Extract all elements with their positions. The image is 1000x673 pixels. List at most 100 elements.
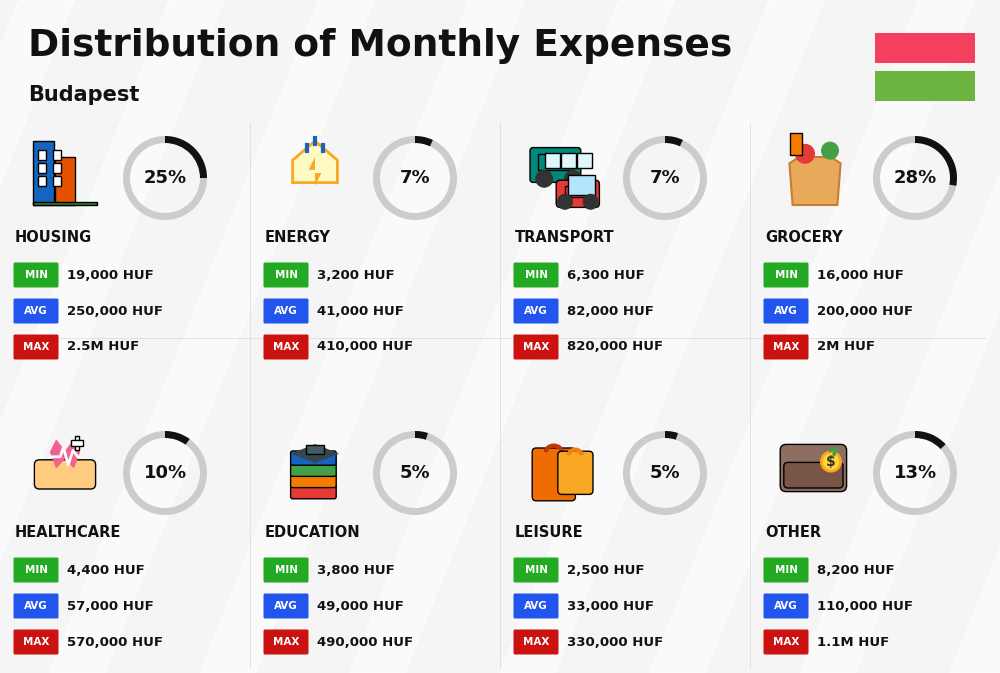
Text: 1.1M HUF: 1.1M HUF [817, 635, 889, 649]
FancyBboxPatch shape [14, 594, 58, 618]
Text: MIN: MIN [774, 565, 798, 575]
FancyBboxPatch shape [780, 444, 847, 491]
Text: 820,000 HUF: 820,000 HUF [567, 341, 663, 353]
Circle shape [821, 452, 841, 471]
Text: 4,400 HUF: 4,400 HUF [67, 563, 145, 577]
FancyBboxPatch shape [875, 71, 975, 101]
FancyBboxPatch shape [38, 150, 46, 160]
Text: AVG: AVG [524, 601, 548, 611]
FancyBboxPatch shape [38, 176, 46, 186]
FancyBboxPatch shape [264, 557, 308, 583]
Wedge shape [123, 431, 207, 515]
Text: AVG: AVG [774, 601, 798, 611]
Polygon shape [789, 157, 841, 205]
Text: 13%: 13% [893, 464, 937, 482]
Text: 2,500 HUF: 2,500 HUF [567, 563, 644, 577]
Text: MAX: MAX [773, 637, 799, 647]
Text: MAX: MAX [773, 342, 799, 352]
Text: MIN: MIN [274, 270, 298, 280]
FancyBboxPatch shape [568, 175, 595, 194]
FancyBboxPatch shape [264, 262, 308, 287]
FancyBboxPatch shape [790, 133, 802, 155]
FancyBboxPatch shape [38, 163, 46, 173]
Wedge shape [873, 431, 957, 515]
FancyBboxPatch shape [306, 445, 324, 454]
Circle shape [564, 170, 582, 188]
Text: 250,000 HUF: 250,000 HUF [67, 304, 163, 318]
Text: MAX: MAX [523, 342, 549, 352]
Wedge shape [915, 431, 946, 449]
FancyBboxPatch shape [764, 334, 809, 359]
FancyBboxPatch shape [784, 462, 843, 488]
Text: 5%: 5% [650, 464, 680, 482]
Polygon shape [293, 141, 337, 182]
FancyBboxPatch shape [514, 299, 559, 324]
Text: MAX: MAX [23, 342, 49, 352]
Text: AVG: AVG [524, 306, 548, 316]
FancyBboxPatch shape [53, 176, 61, 186]
Text: 28%: 28% [893, 169, 937, 187]
Polygon shape [309, 157, 321, 186]
Text: MIN: MIN [524, 565, 548, 575]
FancyBboxPatch shape [764, 299, 809, 324]
Text: 16,000 HUF: 16,000 HUF [817, 269, 904, 281]
Text: ENERGY: ENERGY [265, 230, 331, 245]
FancyBboxPatch shape [561, 153, 576, 168]
FancyBboxPatch shape [577, 153, 592, 168]
Text: 3,200 HUF: 3,200 HUF [317, 269, 395, 281]
FancyBboxPatch shape [264, 629, 308, 655]
FancyBboxPatch shape [764, 262, 809, 287]
FancyBboxPatch shape [53, 150, 61, 160]
Text: MAX: MAX [523, 637, 549, 647]
Text: EDUCATION: EDUCATION [265, 525, 361, 540]
FancyBboxPatch shape [556, 180, 599, 207]
FancyBboxPatch shape [514, 334, 559, 359]
FancyBboxPatch shape [291, 485, 336, 499]
Wedge shape [165, 431, 190, 445]
FancyBboxPatch shape [264, 594, 308, 618]
FancyBboxPatch shape [264, 334, 308, 359]
FancyBboxPatch shape [764, 557, 809, 583]
Text: 3,800 HUF: 3,800 HUF [317, 563, 395, 577]
Text: MIN: MIN [24, 270, 48, 280]
FancyBboxPatch shape [558, 451, 593, 495]
FancyBboxPatch shape [545, 153, 560, 168]
Text: $: $ [826, 454, 836, 468]
FancyBboxPatch shape [291, 473, 336, 488]
Text: AVG: AVG [774, 306, 798, 316]
FancyBboxPatch shape [291, 451, 336, 465]
Text: AVG: AVG [24, 306, 48, 316]
Text: 5%: 5% [400, 464, 430, 482]
Wedge shape [873, 136, 957, 220]
FancyBboxPatch shape [264, 299, 308, 324]
Text: 7%: 7% [650, 169, 680, 187]
Text: MIN: MIN [524, 270, 548, 280]
Text: 490,000 HUF: 490,000 HUF [317, 635, 413, 649]
Text: MIN: MIN [274, 565, 298, 575]
FancyBboxPatch shape [565, 186, 589, 197]
Text: AVG: AVG [274, 601, 298, 611]
Text: 49,000 HUF: 49,000 HUF [317, 600, 404, 612]
Text: 110,000 HUF: 110,000 HUF [817, 600, 913, 612]
Wedge shape [373, 136, 457, 220]
Text: 570,000 HUF: 570,000 HUF [67, 635, 163, 649]
Text: 82,000 HUF: 82,000 HUF [567, 304, 654, 318]
Text: Budapest: Budapest [28, 85, 139, 105]
Wedge shape [415, 431, 428, 439]
Text: 2.5M HUF: 2.5M HUF [67, 341, 139, 353]
Wedge shape [665, 136, 683, 146]
FancyBboxPatch shape [764, 594, 809, 618]
Text: 410,000 HUF: 410,000 HUF [317, 341, 413, 353]
Text: 41,000 HUF: 41,000 HUF [317, 304, 404, 318]
Wedge shape [373, 431, 457, 515]
Wedge shape [123, 136, 207, 220]
Text: 2M HUF: 2M HUF [817, 341, 875, 353]
Text: GROCERY: GROCERY [765, 230, 843, 245]
Circle shape [821, 141, 839, 160]
Wedge shape [665, 431, 678, 439]
FancyBboxPatch shape [33, 202, 97, 205]
Text: AVG: AVG [24, 601, 48, 611]
FancyBboxPatch shape [14, 334, 58, 359]
Text: 6,300 HUF: 6,300 HUF [567, 269, 645, 281]
FancyBboxPatch shape [875, 33, 975, 63]
